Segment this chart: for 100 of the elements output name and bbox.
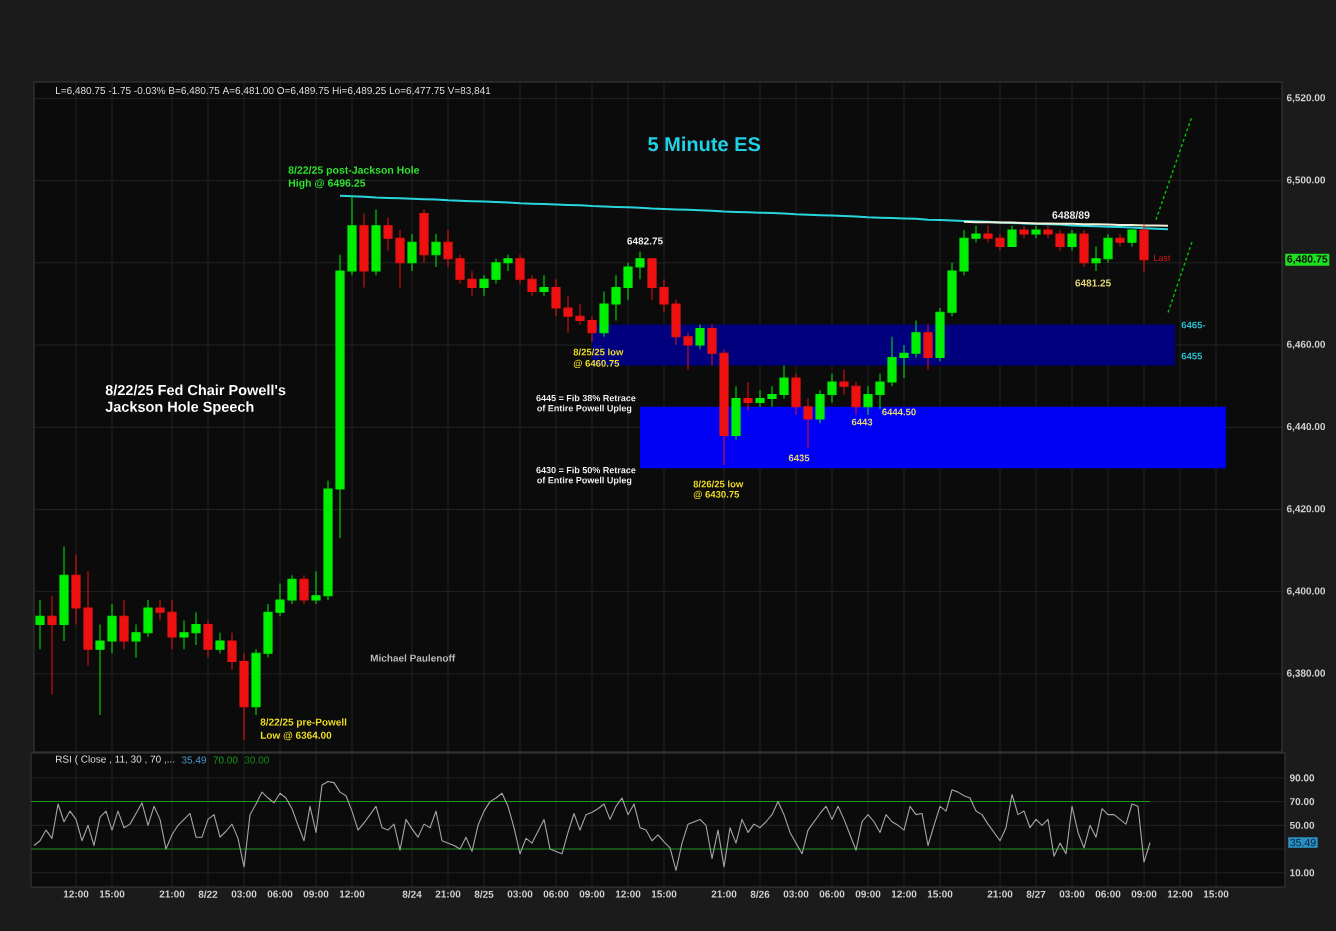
candlestick <box>851 381 861 416</box>
candlestick <box>947 262 957 317</box>
x-tick-label: 8/22 <box>198 890 218 898</box>
candlestick <box>911 319 921 358</box>
x-tick-label: 15:00 <box>1203 890 1229 898</box>
text: 35.49 <box>1290 838 1316 847</box>
annotation: of Entire Powell Upleg <box>537 404 632 414</box>
candlestick <box>491 258 501 284</box>
candlestick <box>335 254 345 539</box>
candlestick <box>191 611 201 646</box>
candlestick <box>395 229 405 289</box>
candlestick <box>131 624 141 658</box>
candlestick <box>215 632 225 654</box>
candlestick <box>203 619 213 658</box>
candlestick <box>431 233 441 268</box>
candlestick <box>767 385 777 408</box>
annotation: 8/22/25 post-Jackson Hole <box>288 166 420 176</box>
annotation: 8/22/25 pre-Powell <box>260 718 347 728</box>
annotation: 6445 = Fib 38% Retrace <box>536 394 636 402</box>
chart-subtitle: L=6,480.75 -1.75 -0.03% B=6,480.75 A=6,481.00 O=6,489.75 Hi=6,489.25 Lo=6,477.75 V=83,841 <box>56 86 491 96</box>
annotation: 35.49 <box>181 756 207 764</box>
x-tick-label: 09:00 <box>1131 890 1157 898</box>
candlestick <box>119 599 129 650</box>
candlestick <box>875 373 885 410</box>
y-tick-label: 6,400.00 <box>1286 587 1326 596</box>
candlestick <box>839 369 849 395</box>
line-series <box>1155 115 1193 221</box>
x-tick-label: 8/25 <box>474 890 494 898</box>
annotation: 6465- <box>1181 321 1206 329</box>
candlestick <box>563 295 573 334</box>
candlestick <box>1019 225 1029 239</box>
annotation: Jackson Hole Speech <box>105 401 254 415</box>
candlestick <box>83 570 93 667</box>
candlestick <box>107 603 117 654</box>
candlestick <box>1007 225 1017 247</box>
candlestick <box>899 344 909 379</box>
candlestick <box>347 195 357 276</box>
candlestick <box>575 303 585 325</box>
candlestick <box>587 315 597 343</box>
candlestick <box>1043 225 1053 239</box>
y-tick-label: 6,420.00 <box>1286 505 1326 514</box>
candlestick <box>95 624 105 716</box>
candlestick <box>407 233 417 272</box>
candlestick <box>707 324 717 367</box>
y-tick-label: 70.00 <box>1289 798 1315 806</box>
candlestick <box>239 652 249 741</box>
x-tick-label: 21:00 <box>435 890 461 898</box>
candlestick <box>1139 224 1149 273</box>
candlestick <box>71 554 81 626</box>
candlestick <box>923 324 933 371</box>
candlestick <box>287 574 297 605</box>
x-tick-label: 12:00 <box>1167 890 1193 898</box>
candlestick <box>383 217 393 252</box>
candlestick <box>659 278 669 313</box>
candlestick <box>143 599 153 638</box>
x-tick-label: 03:00 <box>231 890 257 898</box>
candlestick <box>791 373 801 416</box>
x-tick-label: 12:00 <box>63 890 89 898</box>
candlestick <box>1115 233 1125 247</box>
candlestick <box>959 229 969 276</box>
candlestick <box>311 570 321 605</box>
x-tick-label: 8/27 <box>1026 890 1046 898</box>
annotation: 8/25/25 low <box>573 348 624 356</box>
candlestick <box>779 365 789 399</box>
candlestick <box>983 225 993 243</box>
annotation: 8/26/25 low <box>693 480 744 488</box>
annotation: 6443 <box>851 418 873 426</box>
y-tick-label: 6,520.00 <box>1286 94 1326 103</box>
x-tick-label: 03:00 <box>507 890 533 898</box>
candlestick <box>455 254 465 284</box>
candlestick <box>635 251 645 280</box>
x-tick-label: 12:00 <box>339 890 365 898</box>
candlestick <box>995 233 1005 252</box>
candlestick <box>1079 229 1089 268</box>
candlestick <box>683 332 693 371</box>
candlestick <box>155 599 165 621</box>
x-tick-label: 09:00 <box>303 890 329 898</box>
text: 6,480.75 <box>1287 255 1328 265</box>
annotation: Michael Paulenoff <box>370 654 456 662</box>
candlestick <box>755 389 765 408</box>
candlestick <box>695 324 705 350</box>
candlestick <box>1127 229 1137 247</box>
y-tick-label: 90.00 <box>1289 774 1315 782</box>
candlestick <box>599 291 609 338</box>
candlestick <box>611 274 621 321</box>
x-tick-label: 8/24 <box>402 890 422 898</box>
candlestick <box>1067 229 1077 252</box>
annotation: High @ 6496.25 <box>288 179 366 189</box>
candlestick <box>743 381 753 412</box>
candlestick <box>863 385 873 416</box>
candlestick <box>731 385 741 441</box>
candlestick <box>179 619 189 650</box>
x-tick-label: 06:00 <box>267 890 293 898</box>
candlestick <box>887 336 897 387</box>
annotation: 8/22/25 Fed Chair Powell's <box>105 384 286 396</box>
candlestick <box>59 545 69 642</box>
annotation: 6455 <box>1181 352 1203 360</box>
annotation: @ 6430.75 <box>693 490 740 500</box>
x-tick-label: 09:00 <box>579 890 605 898</box>
x-tick-label: 15:00 <box>99 890 125 898</box>
